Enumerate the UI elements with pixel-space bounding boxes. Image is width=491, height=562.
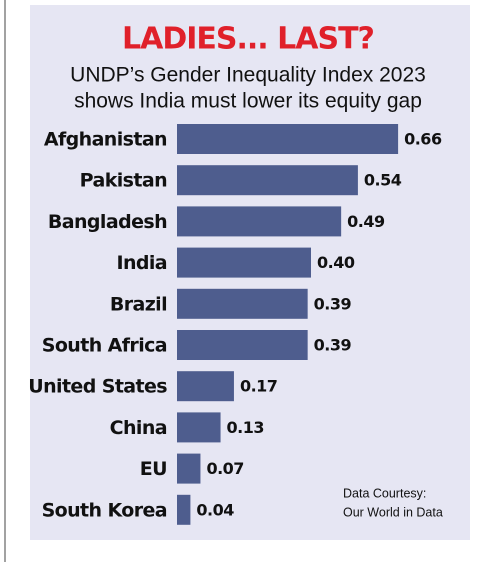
bar [177,206,342,237]
bar [177,124,399,154]
category-label: EU [140,458,167,480]
bar [177,247,311,278]
annotation: Our World in Data [343,505,443,519]
value-label: 0.07 [206,459,243,478]
value-label: 0.17 [240,377,277,396]
category-label: India [116,252,167,274]
value-label: 0.39 [314,336,352,355]
value-label: 0.39 [314,294,352,313]
bar [177,371,234,402]
annotation: Data Courtesy: [343,486,426,500]
bar [177,165,358,196]
bar [177,330,308,360]
category-label: Bangladesh [48,211,167,233]
category-label: Brazil [110,293,167,315]
value-label: 0.13 [227,418,264,437]
category-label: Afghanistan [44,129,167,151]
value-label: 0.40 [317,253,355,272]
category-label: South Korea [42,499,167,521]
value-label: 0.49 [347,212,385,231]
category-label: Pakistan [80,170,167,192]
bar [177,453,201,484]
category-label: United States [28,376,167,398]
bar [177,494,191,525]
bar [177,412,221,443]
chart-subtitle: shows India must lower its equity gap [74,90,422,113]
category-label: South Africa [42,335,167,357]
value-label: 0.04 [196,500,234,519]
value-label: 0.54 [364,171,402,190]
chart-title: LADIES... LAST? [122,22,374,57]
chart-subtitle: UNDP’s Gender Inequality Index 2023 [70,64,426,87]
bar [177,288,308,319]
category-label: China [110,417,167,439]
value-label: 0.66 [404,130,442,149]
